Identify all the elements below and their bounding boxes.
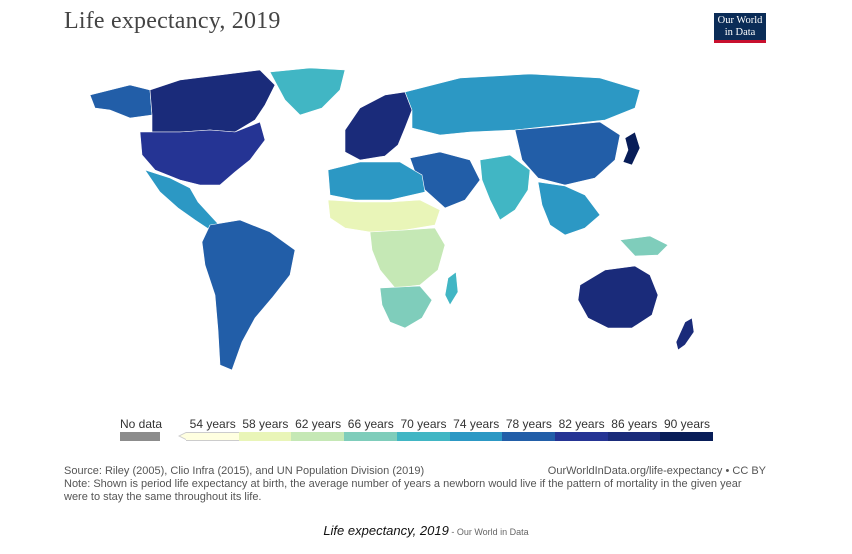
southern-africa-region[interactable] — [379, 285, 433, 329]
no-data-swatch — [120, 432, 160, 441]
central-africa-region[interactable] — [369, 227, 446, 289]
legend-tick-label: 90 years — [663, 417, 711, 431]
source-text: Source: Riley (2005), Clio Infra (2015),… — [64, 465, 425, 477]
southeast-asia-region[interactable] — [537, 181, 601, 236]
note-text: Note: Shown is period life expectancy at… — [64, 478, 742, 503]
legend-tick-label: 78 years — [505, 417, 552, 431]
legend-tick-label: 62 years — [295, 417, 342, 431]
north-africa-region[interactable] — [327, 161, 426, 201]
legend-tick-label: 86 years — [611, 417, 658, 431]
south-asia-region[interactable] — [479, 154, 531, 221]
legend-bin — [291, 432, 345, 441]
caption-title: Life expectancy, 2019 — [323, 523, 449, 538]
world-map-svg[interactable] — [60, 60, 800, 380]
legend-tick-label: 70 years — [400, 417, 447, 431]
legend-tick-label: 54 years — [189, 417, 236, 431]
legend-tick-label: 58 years — [242, 417, 289, 431]
canada-region[interactable] — [149, 69, 276, 133]
legend-bin — [449, 432, 503, 441]
madagascar-region[interactable] — [444, 271, 459, 306]
legend-arrow-fill — [180, 433, 186, 439]
owid-logo[interactable]: Our World in Data — [714, 13, 766, 43]
no-data-label: No data — [120, 417, 163, 431]
alaska-region[interactable] — [89, 84, 153, 119]
legend-bin — [554, 432, 609, 441]
south-america-region[interactable] — [201, 219, 296, 371]
image-caption: Life expectancy, 2019 - Our World in Dat… — [0, 522, 852, 540]
legend-bin — [396, 432, 450, 441]
europe-region[interactable] — [344, 91, 413, 161]
logo-line-1: Our World — [717, 15, 763, 26]
world-map[interactable] — [60, 60, 800, 380]
legend-tick-label: 82 years — [558, 417, 605, 431]
legend-bin — [186, 432, 240, 441]
color-legend: No data 54 years 58 years 62 years 66 years… — [0, 410, 852, 450]
new-guinea-region[interactable] — [619, 235, 669, 257]
caption-source: - Our World in Data — [448, 527, 529, 537]
china-region[interactable] — [514, 121, 621, 186]
sahel-region[interactable] — [327, 199, 441, 233]
japan-region[interactable] — [622, 131, 641, 166]
north-america-region[interactable] — [139, 121, 266, 186]
greenland-region[interactable] — [269, 67, 346, 116]
legend-bin — [502, 432, 556, 441]
legend-tick-label: 66 years — [347, 417, 394, 431]
legend-bin — [660, 432, 714, 441]
russia-region[interactable] — [404, 73, 641, 136]
logo-line-2: in Data — [724, 27, 756, 38]
legend-bin — [238, 432, 292, 441]
page-title: Life expectancy, 2019 — [64, 8, 281, 34]
new-zealand-region[interactable] — [675, 317, 695, 351]
legend-tick-label: 74 years — [453, 417, 500, 431]
legend-bin — [607, 432, 661, 441]
australia-region[interactable] — [577, 265, 659, 329]
credit-link[interactable]: OurWorldInData.org/life-expectancy • CC … — [547, 465, 766, 477]
legend-bin — [344, 432, 398, 441]
